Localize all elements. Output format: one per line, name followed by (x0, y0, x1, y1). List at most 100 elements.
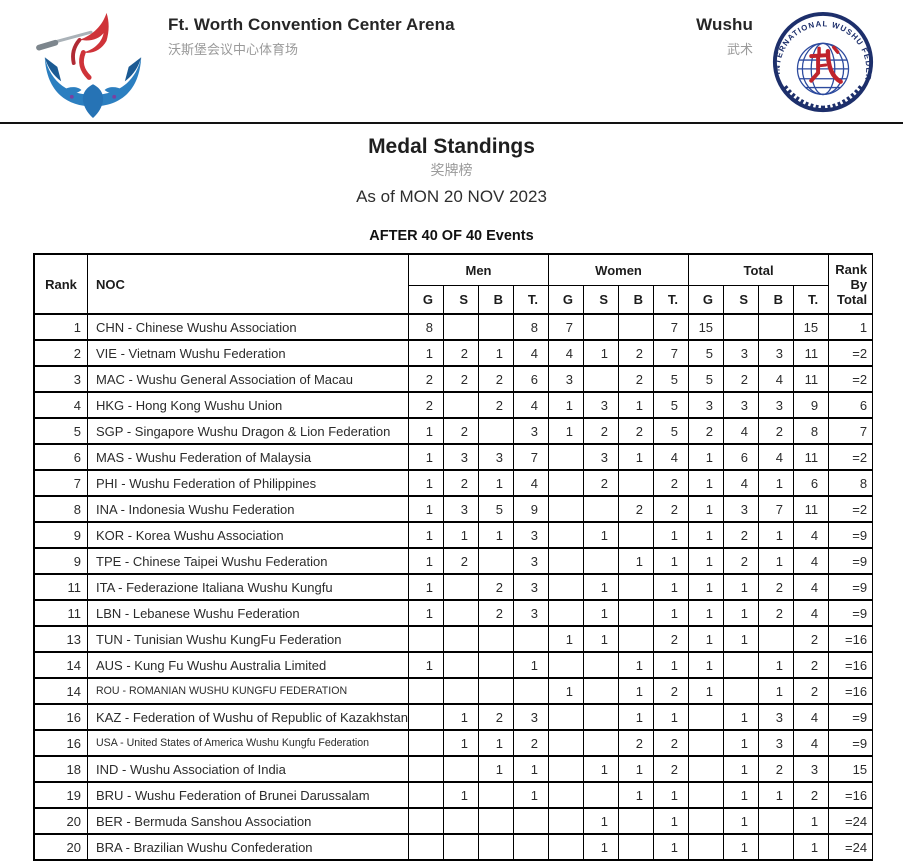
women-t-cell: 2 (654, 471, 690, 497)
total-g-cell (689, 809, 725, 835)
women-t-cell: 1 (654, 835, 690, 861)
rank-cell: 5 (35, 419, 88, 445)
total-b-cell: 1 (759, 653, 795, 679)
women-s-cell: 1 (584, 809, 619, 835)
total-t-cell: 11 (794, 445, 830, 471)
men-g-cell: 1 (409, 419, 444, 445)
men-g-cell (409, 627, 444, 653)
table-row: 7 PHI - Wushu Federation of Philippines 1 2… (35, 471, 874, 497)
women-total-col-header: T. (654, 286, 690, 315)
men-s-cell (444, 601, 479, 627)
men-s-cell (444, 835, 479, 861)
total-t-cell: 4 (794, 575, 830, 601)
rank-by-total-cell: 6 (829, 393, 874, 419)
men-t-cell: 4 (514, 471, 549, 497)
rank-cell: 20 (35, 835, 88, 861)
rank-by-total-cell: =16 (829, 653, 874, 679)
women-b-cell (619, 835, 654, 861)
total-t-cell: 15 (794, 315, 830, 341)
women-t-cell: 1 (654, 601, 690, 627)
men-g-cell: 2 (409, 367, 444, 393)
rank-cell: 9 (35, 523, 88, 549)
men-b-cell (479, 835, 514, 861)
rank-cell: 20 (35, 809, 88, 835)
total-g-cell: 1 (689, 497, 725, 523)
men-b-cell: 2 (479, 575, 514, 601)
total-b-cell: 2 (759, 575, 795, 601)
noc-cell: CHN - Chinese Wushu Association (88, 315, 409, 341)
total-b-cell: 1 (759, 679, 795, 705)
men-g-cell (409, 731, 444, 757)
noc-cell: VIE - Vietnam Wushu Federation (88, 341, 409, 367)
men-t-cell: 8 (514, 315, 549, 341)
women-t-cell: 2 (654, 731, 690, 757)
women-b-cell: 1 (619, 705, 654, 731)
table-row: 20 BRA - Brazilian Wushu Confederation 1 1 1… (35, 835, 874, 861)
rank-cell: 7 (35, 471, 88, 497)
total-s-cell: 1 (724, 601, 760, 627)
women-b-cell: 1 (619, 679, 654, 705)
noc-cell: MAS - Wushu Federation of Malaysia (88, 445, 409, 471)
men-g-cell: 1 (409, 601, 444, 627)
women-g-cell (549, 705, 584, 731)
men-gold-col-header: G (409, 286, 444, 315)
noc-cell: PHI - Wushu Federation of Philippines (88, 471, 409, 497)
women-g-cell (549, 523, 584, 549)
women-b-cell (619, 471, 654, 497)
men-t-cell: 3 (514, 705, 549, 731)
men-g-cell (409, 679, 444, 705)
men-t-cell: 2 (514, 731, 549, 757)
page-title: Medal Standings (368, 135, 535, 158)
noc-cell: USA - United States of America Wushu Kun… (88, 731, 409, 757)
women-t-cell: 7 (654, 341, 690, 367)
men-s-cell: 2 (444, 549, 479, 575)
noc-cell: ROU - ROMANIAN WUSHU KUNGFU FEDERATION (88, 679, 409, 705)
rank-by-total-cell: =9 (829, 575, 874, 601)
total-gold-col-header: G (689, 286, 725, 315)
total-s-cell: 4 (724, 471, 760, 497)
noc-cell: INA - Indonesia Wushu Federation (88, 497, 409, 523)
rank-cell: 2 (35, 341, 88, 367)
table-row: 8 INA - Indonesia Wushu Federation 1 3 5 9 2 2 1… (35, 497, 874, 523)
noc-cell: KOR - Korea Wushu Association (88, 523, 409, 549)
women-t-cell: 5 (654, 367, 690, 393)
men-b-cell: 1 (479, 523, 514, 549)
total-t-cell: 6 (794, 471, 830, 497)
noc-cell: BRA - Brazilian Wushu Confederation (88, 835, 409, 861)
total-t-cell: 11 (794, 497, 830, 523)
total-s-cell: 3 (724, 341, 760, 367)
total-s-cell: 2 (724, 549, 760, 575)
women-g-cell (549, 445, 584, 471)
women-g-cell (549, 575, 584, 601)
sport-title-zh: 武术 (726, 42, 753, 57)
total-g-cell (689, 731, 725, 757)
men-s-cell: 1 (444, 783, 479, 809)
women-b-cell: 2 (619, 367, 654, 393)
women-b-cell: 1 (619, 653, 654, 679)
women-g-cell (549, 835, 584, 861)
women-g-cell: 7 (549, 315, 584, 341)
women-group-header: Women (549, 255, 690, 286)
women-s-cell (584, 783, 619, 809)
rank-cell: 3 (35, 367, 88, 393)
total-s-cell: 1 (724, 627, 760, 653)
women-s-cell: 1 (584, 523, 619, 549)
total-g-cell (689, 757, 725, 783)
table-row: 14 AUS - Kung Fu Wushu Australia Limited 1… (35, 653, 874, 679)
men-t-cell: 3 (514, 419, 549, 445)
total-s-cell: 6 (724, 445, 760, 471)
total-s-cell: 3 (724, 393, 760, 419)
rank-cell: 11 (35, 601, 88, 627)
men-b-cell: 1 (479, 731, 514, 757)
event-logo (34, 10, 152, 118)
men-s-cell (444, 393, 479, 419)
total-t-cell: 8 (794, 419, 830, 445)
table-row: 3 MAC - Wushu General Association of Maca… (35, 367, 874, 393)
total-g-cell: 15 (689, 315, 725, 341)
noc-cell: IND - Wushu Association of India (88, 757, 409, 783)
noc-cell: SGP - Singapore Wushu Dragon & Lion Fede… (88, 419, 409, 445)
total-g-cell: 1 (689, 653, 725, 679)
men-s-cell (444, 653, 479, 679)
rank-cell: 8 (35, 497, 88, 523)
venue-title-zh: 沃斯堡会议中心体育场 (168, 42, 299, 57)
